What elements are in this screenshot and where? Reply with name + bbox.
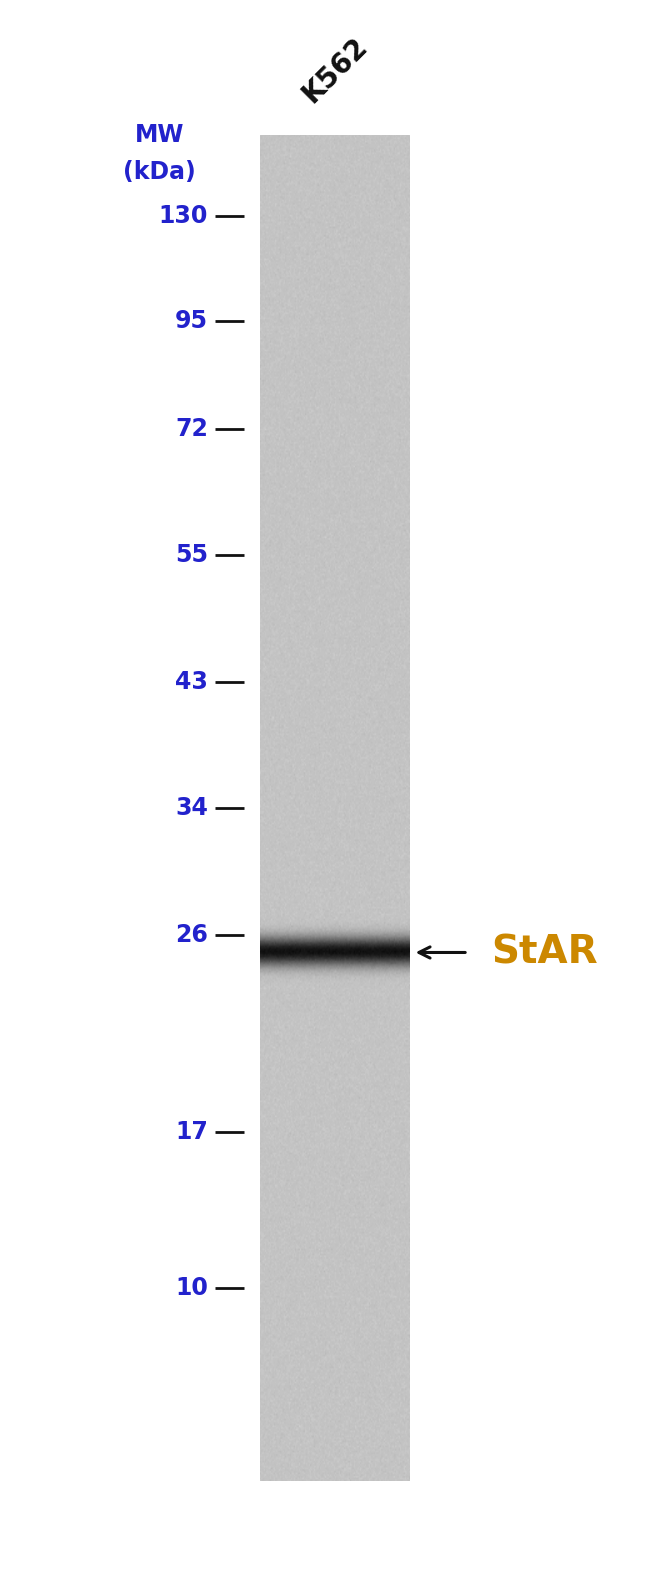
- Text: 95: 95: [175, 309, 208, 333]
- Text: 10: 10: [175, 1276, 208, 1300]
- Text: StAR: StAR: [491, 933, 597, 972]
- Text: 55: 55: [175, 543, 208, 567]
- Text: 17: 17: [175, 1120, 208, 1144]
- Text: (kDa): (kDa): [123, 159, 196, 183]
- Text: 34: 34: [175, 796, 208, 820]
- Text: 43: 43: [175, 671, 208, 695]
- Text: 26: 26: [175, 922, 208, 946]
- Text: 130: 130: [159, 204, 208, 228]
- Text: MW: MW: [135, 123, 184, 147]
- Text: K562: K562: [296, 32, 373, 108]
- Text: 72: 72: [175, 417, 208, 441]
